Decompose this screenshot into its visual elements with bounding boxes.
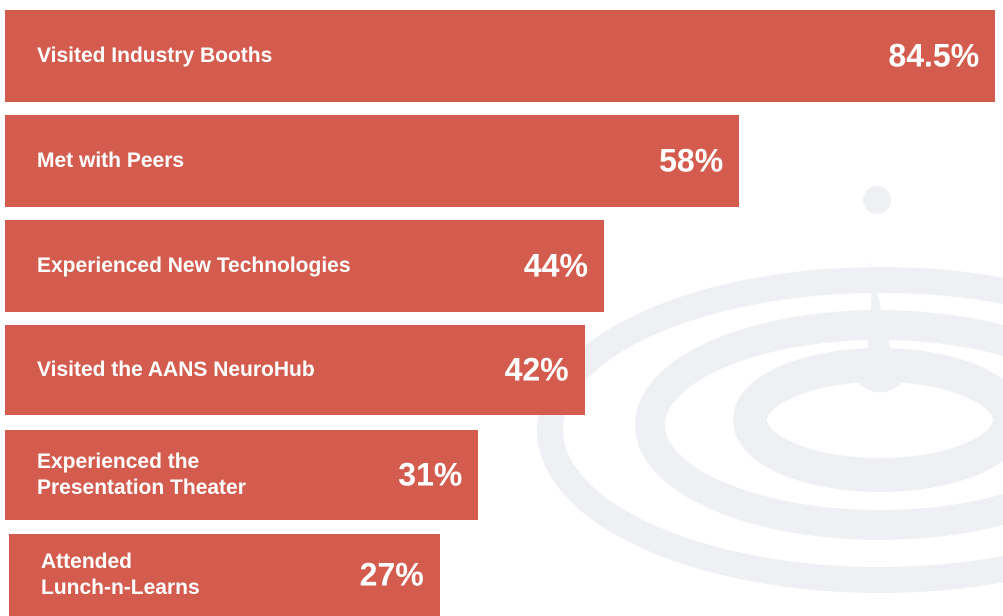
bar: Experienced the Presentation Theater 31% [5,430,478,520]
category-label: Attended Lunch-n-Learns [41,549,200,601]
category-label: Met with Peers [37,148,184,174]
value-label: 84.5% [888,38,979,75]
value-label: 44% [524,248,588,285]
bar: Visited the AANS NeuroHub 42% [5,325,585,415]
category-label: Visited the AANS NeuroHub [37,357,315,383]
bar: Visited Industry Booths 84.5% [5,10,995,102]
bar: Attended Lunch-n-Learns 27% [9,534,440,616]
bar: Met with Peers 58% [5,115,739,207]
value-label: 27% [360,557,424,594]
value-label: 58% [659,143,723,180]
category-label: Experienced New Technologies [37,253,351,279]
bar: Experienced New Technologies 44% [5,220,604,312]
category-label: Experienced the Presentation Theater [37,449,246,501]
category-label: Visited Industry Booths [37,43,272,69]
value-label: 42% [505,352,569,389]
chart: Visited Industry Booths 84.5% Met with Pee… [0,0,1003,616]
value-label: 31% [398,457,462,494]
